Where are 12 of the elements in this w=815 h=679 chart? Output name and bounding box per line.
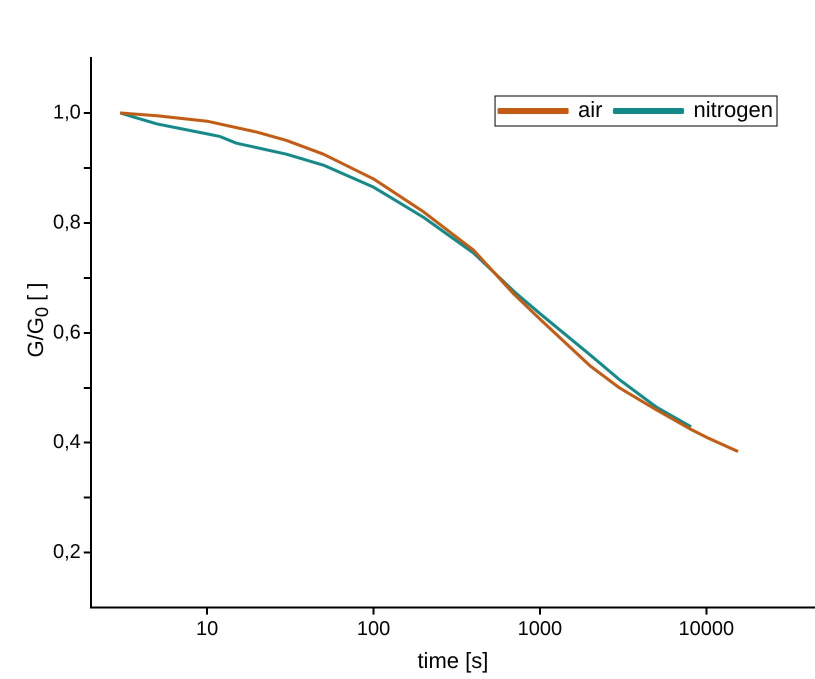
legend-label: nitrogen bbox=[693, 97, 774, 122]
y-tick-label: 0,6 bbox=[52, 321, 81, 344]
y-tick-label: 1,0 bbox=[52, 101, 81, 124]
x-tick-label: 10000 bbox=[678, 618, 734, 640]
y-tick-label: 0,4 bbox=[52, 431, 81, 454]
x-axis-title: time [s] bbox=[417, 648, 488, 673]
legend-label: air bbox=[578, 97, 602, 122]
x-tick-label: 100 bbox=[356, 618, 390, 640]
x-tick-label: 10 bbox=[196, 618, 218, 640]
x-tick-label: 1000 bbox=[518, 618, 562, 640]
y-tick-label: 0,8 bbox=[52, 211, 81, 234]
y-tick-label: 0,2 bbox=[52, 541, 81, 564]
